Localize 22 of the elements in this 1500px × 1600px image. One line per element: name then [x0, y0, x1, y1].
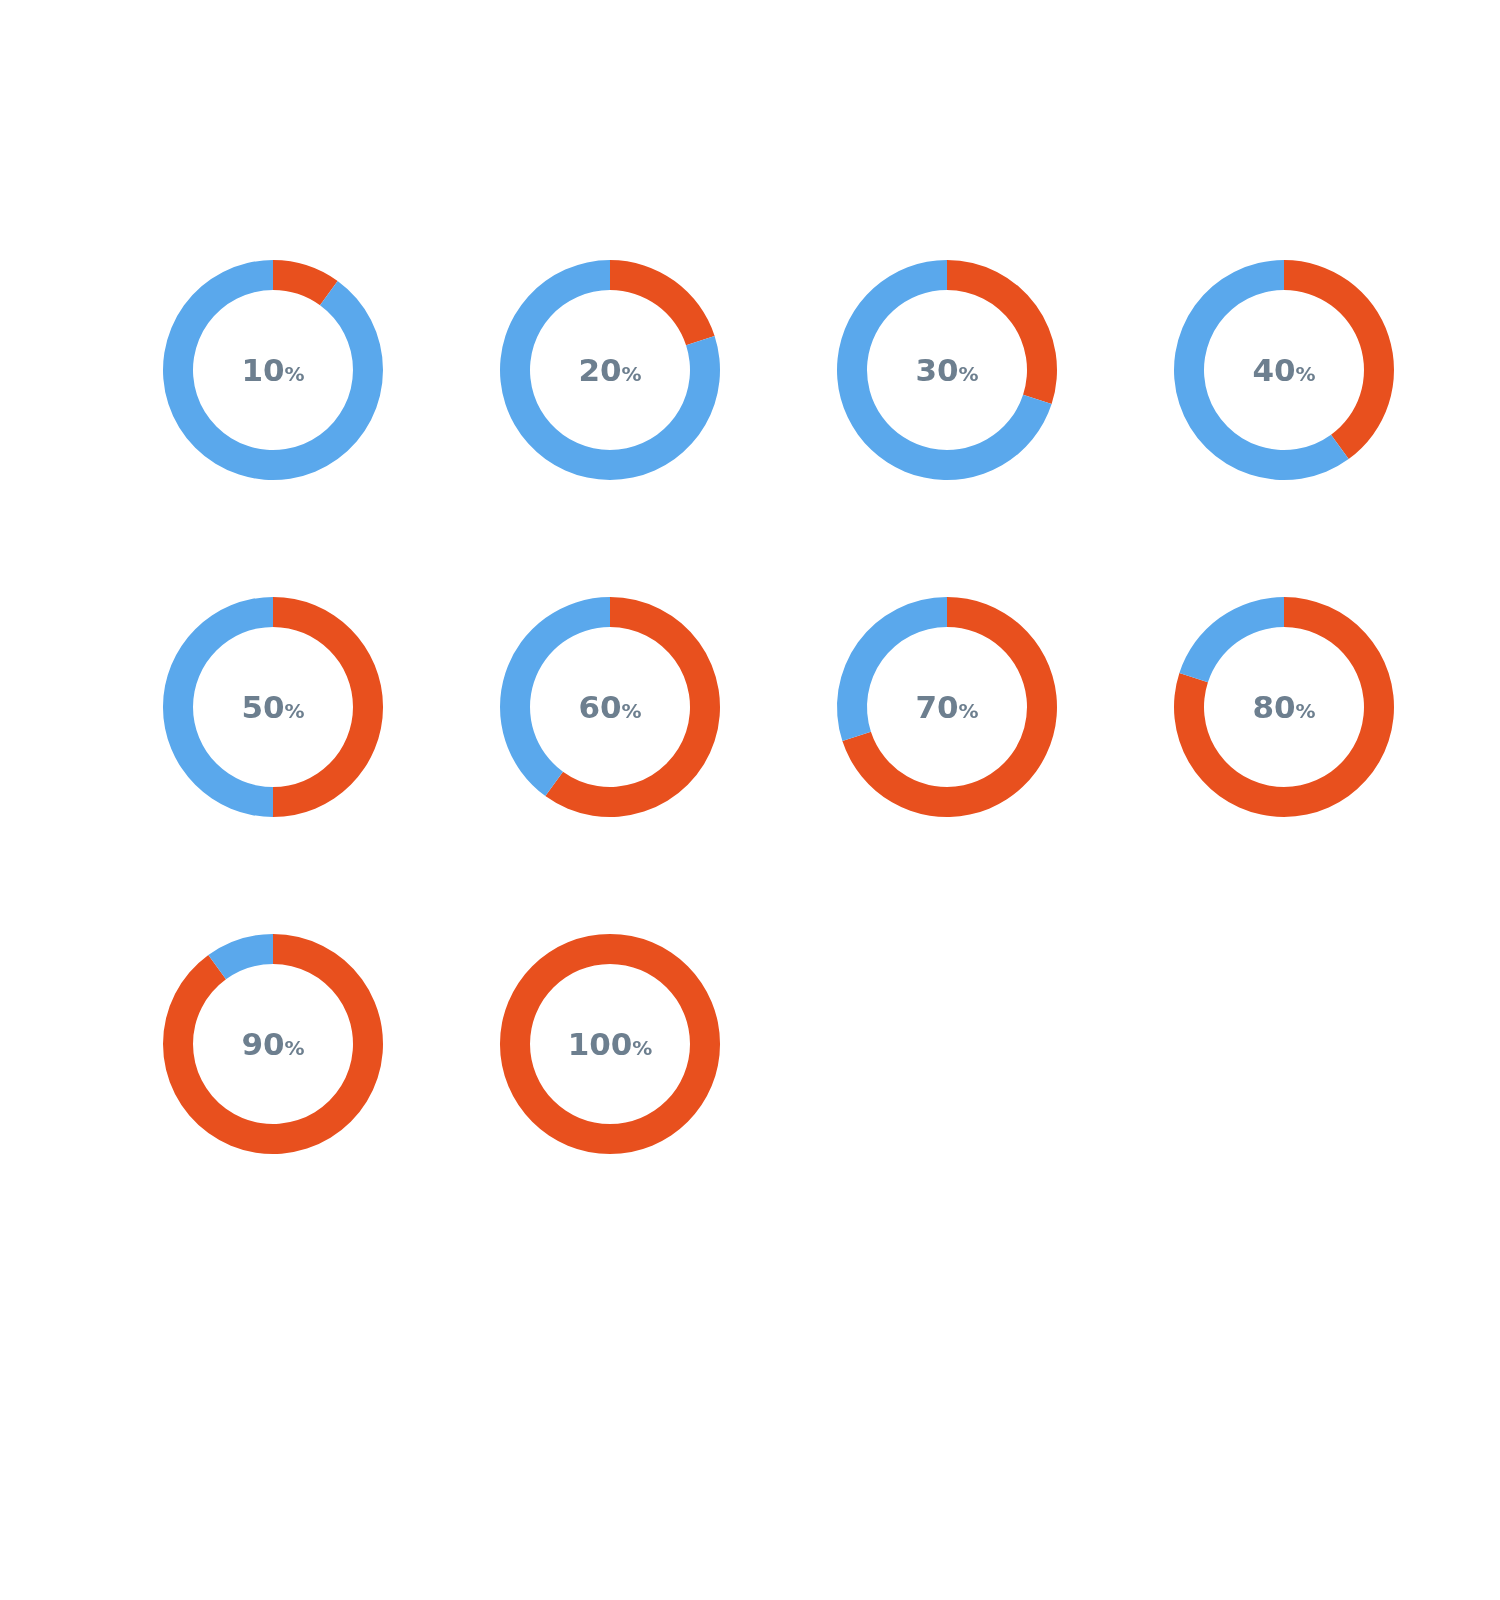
text: 50% [241, 689, 305, 725]
donut-slice [545, 597, 720, 817]
text: 80% [1252, 689, 1316, 725]
donut-slice [842, 597, 1057, 817]
donut-slice [163, 934, 383, 1154]
text: 100% [567, 1026, 653, 1062]
donut-slice [1174, 597, 1394, 817]
donut-slice [1174, 260, 1349, 480]
text: 20% [578, 352, 642, 388]
donut-slice [1179, 597, 1284, 683]
donut-slice [163, 260, 383, 480]
donut-slice [500, 260, 720, 480]
donut-slice [837, 260, 1052, 480]
text: 40% [1252, 352, 1316, 388]
donut-slice [208, 934, 273, 980]
donut-slice [273, 260, 338, 306]
text: 30% [915, 352, 979, 388]
text: 10% [241, 352, 305, 388]
text: 60% [578, 689, 642, 725]
text: 70% [915, 689, 979, 725]
text: 90% [241, 1026, 305, 1062]
donut-slice [610, 260, 715, 346]
